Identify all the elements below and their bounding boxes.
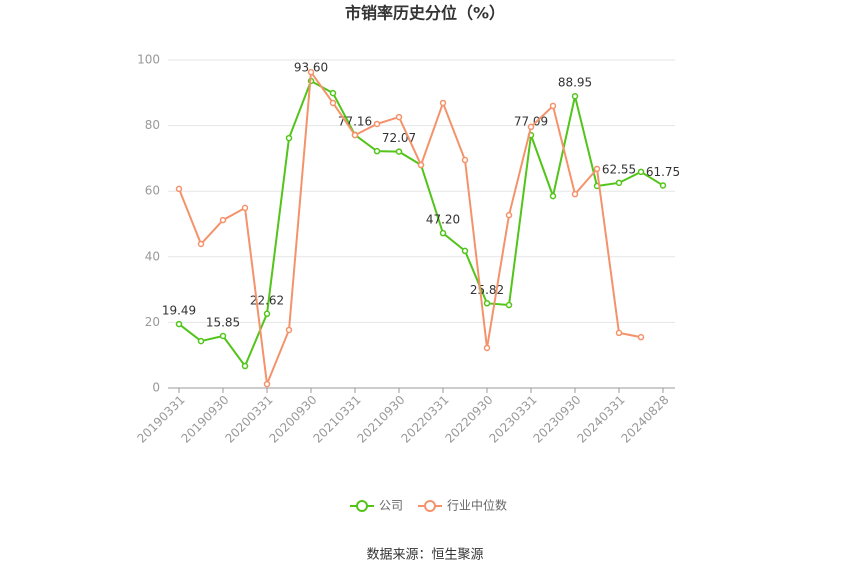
y-tick-label: 0 — [152, 381, 160, 395]
point — [571, 92, 579, 100]
point — [263, 380, 271, 388]
point — [461, 156, 469, 164]
y-tick-label: 100 — [137, 53, 160, 67]
value-label: 22.62 — [250, 293, 284, 307]
point — [197, 240, 205, 248]
value-label: 62.55 — [602, 162, 636, 176]
series-line — [178, 79, 664, 369]
point — [615, 329, 623, 337]
point — [395, 113, 403, 121]
point — [219, 332, 227, 340]
point — [505, 301, 513, 309]
y-tick-label: 20 — [145, 315, 160, 329]
value-label: 19.49 — [162, 304, 196, 318]
value-label: 25.82 — [470, 283, 504, 297]
point — [659, 182, 667, 189]
legend-label: 行业中位数 — [447, 498, 507, 513]
series-line — [178, 69, 642, 388]
point — [483, 300, 491, 307]
point — [285, 326, 293, 334]
value-label: 88.95 — [558, 76, 592, 90]
value-label: 61.75 — [646, 165, 680, 179]
point — [461, 247, 469, 255]
point — [571, 190, 579, 198]
point — [307, 68, 315, 76]
value-label: 93.60 — [294, 60, 328, 74]
legend-label: 公司 — [379, 499, 403, 513]
point — [329, 89, 337, 97]
point — [175, 185, 183, 193]
point — [241, 204, 249, 212]
point — [483, 344, 491, 352]
point — [285, 134, 293, 142]
point — [329, 99, 337, 107]
value-label: 77.16 — [338, 114, 372, 128]
point — [505, 211, 513, 219]
point — [615, 179, 623, 187]
point — [549, 192, 557, 200]
point — [351, 131, 359, 139]
point — [637, 168, 645, 176]
point — [417, 161, 425, 169]
point — [593, 165, 601, 173]
point — [241, 362, 249, 370]
point — [637, 333, 645, 341]
source-note: 数据来源：恒生聚源 — [366, 548, 483, 563]
point — [549, 102, 557, 110]
y-tick-label: 80 — [145, 118, 160, 132]
y-tick-label: 60 — [145, 184, 160, 198]
point — [373, 147, 381, 155]
point — [175, 320, 183, 328]
value-label: 15.85 — [206, 316, 240, 330]
y-tick-label: 40 — [145, 249, 160, 263]
legend-marker — [424, 500, 436, 512]
point — [263, 310, 271, 318]
value-label: 47.20 — [426, 213, 460, 227]
point — [439, 229, 447, 237]
point — [197, 337, 205, 345]
point — [439, 99, 447, 107]
chart-title: 市销率历史分位（%） — [345, 4, 505, 23]
point — [527, 123, 535, 131]
point — [219, 216, 227, 224]
point — [373, 120, 381, 128]
x-tick-label: 20240828 — [619, 393, 672, 446]
legend-marker — [356, 500, 368, 512]
point — [395, 148, 403, 155]
